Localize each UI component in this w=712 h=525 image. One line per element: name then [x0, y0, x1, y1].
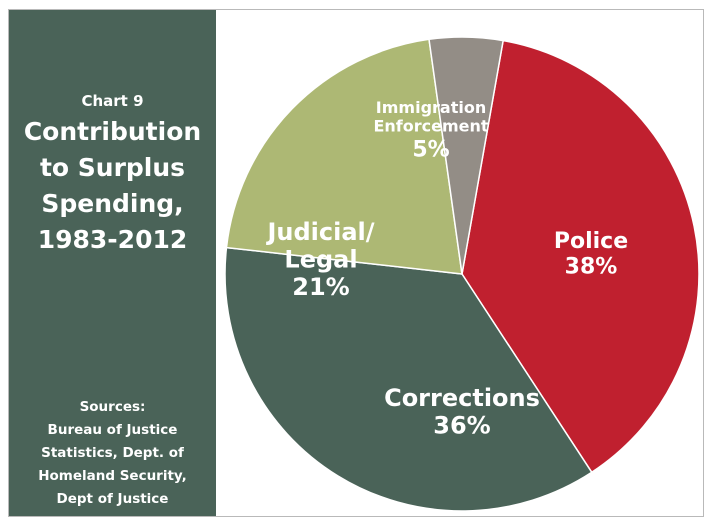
slice-label-corrections: Corrections 36%: [384, 384, 540, 440]
pie-slice-immigration-enforcement: [428, 36, 505, 275]
slice-name-label: Judicial/: [265, 218, 374, 246]
chart-number-label: Chart 9: [81, 92, 144, 110]
chart-title-line: Contribution: [23, 117, 202, 146]
pie-slice-corrections: [224, 246, 593, 512]
slice-label-judicial-legal: Judicial/Legal 21%: [265, 218, 374, 301]
chart-title-line: Spending,: [41, 189, 184, 218]
chart-title-line: to Surplus: [39, 153, 186, 182]
sources-line: Sources:: [79, 399, 146, 415]
slice-value-label: 5%: [412, 138, 449, 163]
sources-line: Dept of Justice: [56, 491, 169, 507]
slice-label-police: Police 38%: [554, 229, 628, 279]
sources-line: Bureau of Justice: [47, 422, 178, 438]
slice-label-immigration-enforcement: Immigration Enforcement 5%: [373, 98, 488, 163]
chart-sidebar: Chart 9 Contribution to Surplus Spending…: [9, 10, 216, 516]
slice-name-label: Enforcement: [373, 116, 488, 135]
slice-value-label: 38%: [565, 254, 618, 279]
slice-name-label: Immigration: [376, 98, 486, 117]
sources-note: Sources: Bureau of Justice Statistics, D…: [9, 396, 216, 511]
slice-value-label: 21%: [292, 273, 349, 301]
sources-line: Homeland Security,: [38, 468, 187, 484]
chart-title: Contribution to Surplus Spending, 1983-2…: [9, 114, 216, 258]
chart-title-line: 1983-2012: [37, 225, 188, 254]
pie-slice-judicial-legal: [225, 38, 463, 275]
slice-name-label: Police: [554, 229, 628, 254]
slice-name-label: Legal: [284, 246, 357, 274]
slice-value-label: 36%: [433, 412, 490, 440]
slice-name-label: Corrections: [384, 384, 540, 412]
sources-line: Statistics, Dept. of: [41, 445, 184, 461]
